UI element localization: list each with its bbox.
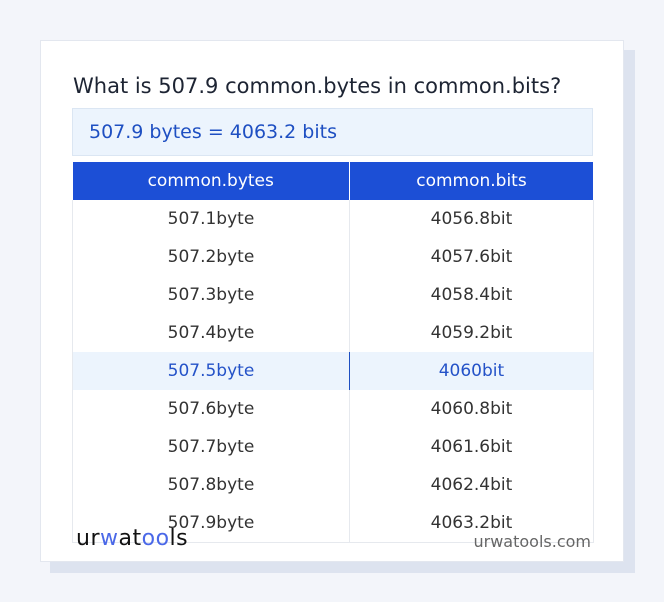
bits-cell: 4058.4bit (348, 276, 595, 314)
urwatools-logo[interactable]: urwatools (76, 526, 189, 551)
bytes-cell: 507.7byte (72, 428, 350, 466)
table-row: 507.3byte 4058.4bit (72, 276, 595, 314)
bits-cell: 4056.8bit (348, 200, 595, 238)
bits-cell: 4059.2bit (348, 314, 595, 352)
bytes-cell: 507.4byte (72, 314, 350, 352)
bits-cell: 4060bit (348, 352, 595, 390)
table-row: 507.1byte 4056.8bit (72, 200, 595, 238)
header-bytes: common.bytes (72, 162, 350, 200)
bits-cell: 4062.4bit (348, 466, 595, 504)
bytes-cell: 507.8byte (72, 466, 350, 504)
table-row: 507.9byte 4063.2bit (72, 504, 595, 543)
bits-cell: 4057.6bit (348, 238, 595, 276)
result-box: 507.9 bytes = 4063.2 bits (72, 108, 593, 156)
page-title: What is 507.9 common.bytes in common.bit… (73, 74, 562, 98)
converter-card: What is 507.9 common.bytes in common.bit… (40, 40, 624, 562)
bytes-cell: 507.1byte (72, 200, 350, 238)
table-row: 507.2byte 4057.6bit (72, 238, 595, 276)
bits-cell: 4061.6bit (348, 428, 595, 466)
bytes-cell: 507.2byte (72, 238, 350, 276)
header-bits: common.bits (349, 162, 595, 200)
table-row: 507.6byte 4060.8bit (72, 390, 595, 428)
bits-cell: 4063.2bit (348, 504, 595, 543)
table-row: 507.8byte 4062.4bit (72, 466, 595, 504)
conversion-table: common.bytes common.bits 507.1byte 4056.8… (72, 162, 595, 543)
bits-cell: 4060.8bit (348, 390, 595, 428)
bytes-cell: 507.9byte (72, 504, 350, 543)
table-row: 507.4byte 4059.2bit (72, 314, 595, 352)
table-row: 507.5byte 4060bit (72, 352, 595, 390)
table-row: 507.7byte 4061.6bit (72, 428, 595, 466)
bytes-cell: 507.3byte (72, 276, 350, 314)
bytes-cell: 507.5byte (72, 352, 350, 390)
site-link[interactable]: urwatools.com (473, 532, 592, 551)
bytes-cell: 507.6byte (72, 390, 350, 428)
